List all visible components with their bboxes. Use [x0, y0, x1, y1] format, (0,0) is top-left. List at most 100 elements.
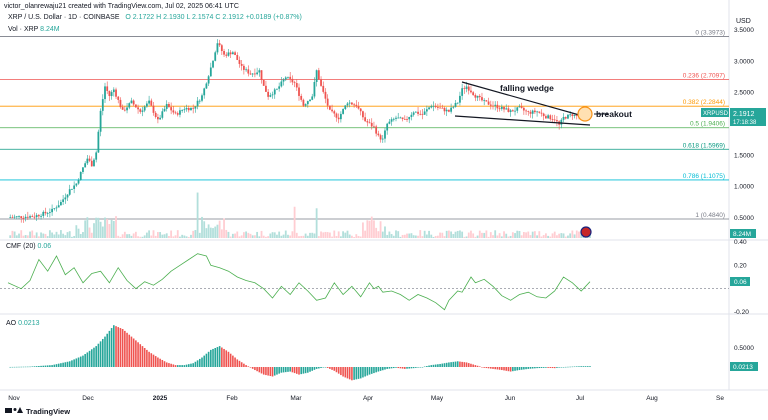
ao-bar [218, 346, 221, 367]
cmf-tick-label: 0.40 [734, 239, 747, 246]
volume-bar [48, 230, 51, 238]
volume-bar [126, 234, 128, 238]
ao-bar [46, 365, 49, 367]
candle-body [55, 207, 58, 209]
ao-bar [410, 367, 413, 369]
candle-body [238, 59, 241, 64]
time-tick-label: Dec [82, 395, 94, 402]
volume-bar [90, 232, 93, 238]
fib-levels: 0 (3.3973) 0.236 (2.7097) 0.382 (2.2844) 0.… [0, 29, 729, 220]
candle-body [265, 85, 267, 92]
volume-bar [170, 230, 173, 238]
volume-bar [580, 231, 583, 238]
ao-bar [22, 366, 25, 368]
candle-body [474, 95, 477, 98]
ao-bar [267, 367, 269, 376]
volume-bar [267, 236, 270, 238]
candle-body [434, 105, 437, 108]
ao-bar [375, 367, 377, 373]
volume-bar [9, 235, 12, 238]
candle-body [236, 55, 239, 60]
ao-bar [364, 367, 366, 377]
ao-bar [355, 367, 358, 380]
candle-body [320, 79, 322, 86]
ao-bar [476, 365, 479, 367]
candle-body [198, 100, 201, 102]
ao-bar [434, 364, 437, 367]
ao-bar [562, 367, 565, 368]
candle-body [150, 100, 153, 106]
volume-bar [344, 232, 347, 238]
ao-bar [514, 367, 516, 371]
volume-bar [24, 235, 27, 238]
volume-bar [313, 233, 316, 238]
ao-bar [553, 367, 556, 369]
ao-bar [79, 356, 82, 367]
volume-bar [511, 232, 514, 238]
ao-bar [284, 367, 287, 373]
volume-bar [463, 236, 466, 238]
candle-body [342, 109, 344, 114]
volume-bar [123, 231, 126, 238]
ao-bar [395, 367, 397, 368]
ao-bar [417, 367, 419, 368]
ao-bar [498, 367, 501, 370]
ao-bar [534, 367, 536, 369]
candle-body [487, 101, 490, 105]
volume-bar [214, 226, 217, 238]
fib-label: 0 (3.3973) [695, 29, 725, 36]
ao-bar [518, 367, 521, 371]
volume-bar [265, 236, 267, 238]
volume-bar [485, 230, 488, 238]
ao-bar [333, 367, 336, 371]
ao-bar [183, 365, 186, 367]
ao-bar [245, 365, 247, 367]
ao-bar [95, 346, 97, 367]
volume-bar [496, 235, 499, 238]
ao-bar [483, 367, 485, 368]
candle-body [551, 119, 554, 120]
ao-bar [119, 328, 122, 367]
volume-bar [339, 236, 342, 238]
candle-body [165, 103, 168, 109]
candle-body [176, 113, 179, 115]
ao-bar [88, 350, 91, 367]
volume-bar [414, 235, 417, 238]
volume-bar [346, 230, 349, 238]
ao-bar [205, 353, 208, 367]
volume-bar [370, 216, 373, 238]
us-flag-icon[interactable] [580, 226, 592, 238]
ao-bar [115, 326, 117, 367]
volume-bar [276, 234, 278, 238]
volume-bar [242, 232, 245, 238]
volume-bar [573, 234, 576, 238]
ao-bar [265, 367, 267, 376]
candle-body [472, 92, 475, 96]
candle-body [209, 67, 212, 77]
candle-body [425, 109, 428, 112]
ao-bar [97, 343, 100, 367]
ao-bar [298, 367, 300, 375]
candle-body [192, 107, 195, 109]
ao-bar [174, 365, 177, 367]
volume-bar [397, 231, 400, 238]
candle-body [260, 70, 263, 80]
ao-bar [75, 358, 78, 367]
volume-bar [478, 230, 481, 238]
volume-bar [254, 235, 256, 238]
candle-body [331, 109, 333, 112]
candle-body [375, 126, 378, 134]
price-tick-label: 0.5000 [734, 215, 754, 222]
volume-bar [366, 220, 369, 238]
ao-bar [152, 354, 155, 367]
volume-bar [71, 236, 73, 238]
ao-bar [311, 367, 314, 371]
candle-body [450, 107, 453, 112]
candle-body [412, 112, 415, 115]
ao-bar [337, 367, 340, 374]
candle-body [357, 106, 360, 109]
volume-bar [82, 232, 84, 238]
volume-bar [567, 235, 569, 238]
ao-bar [194, 361, 197, 367]
